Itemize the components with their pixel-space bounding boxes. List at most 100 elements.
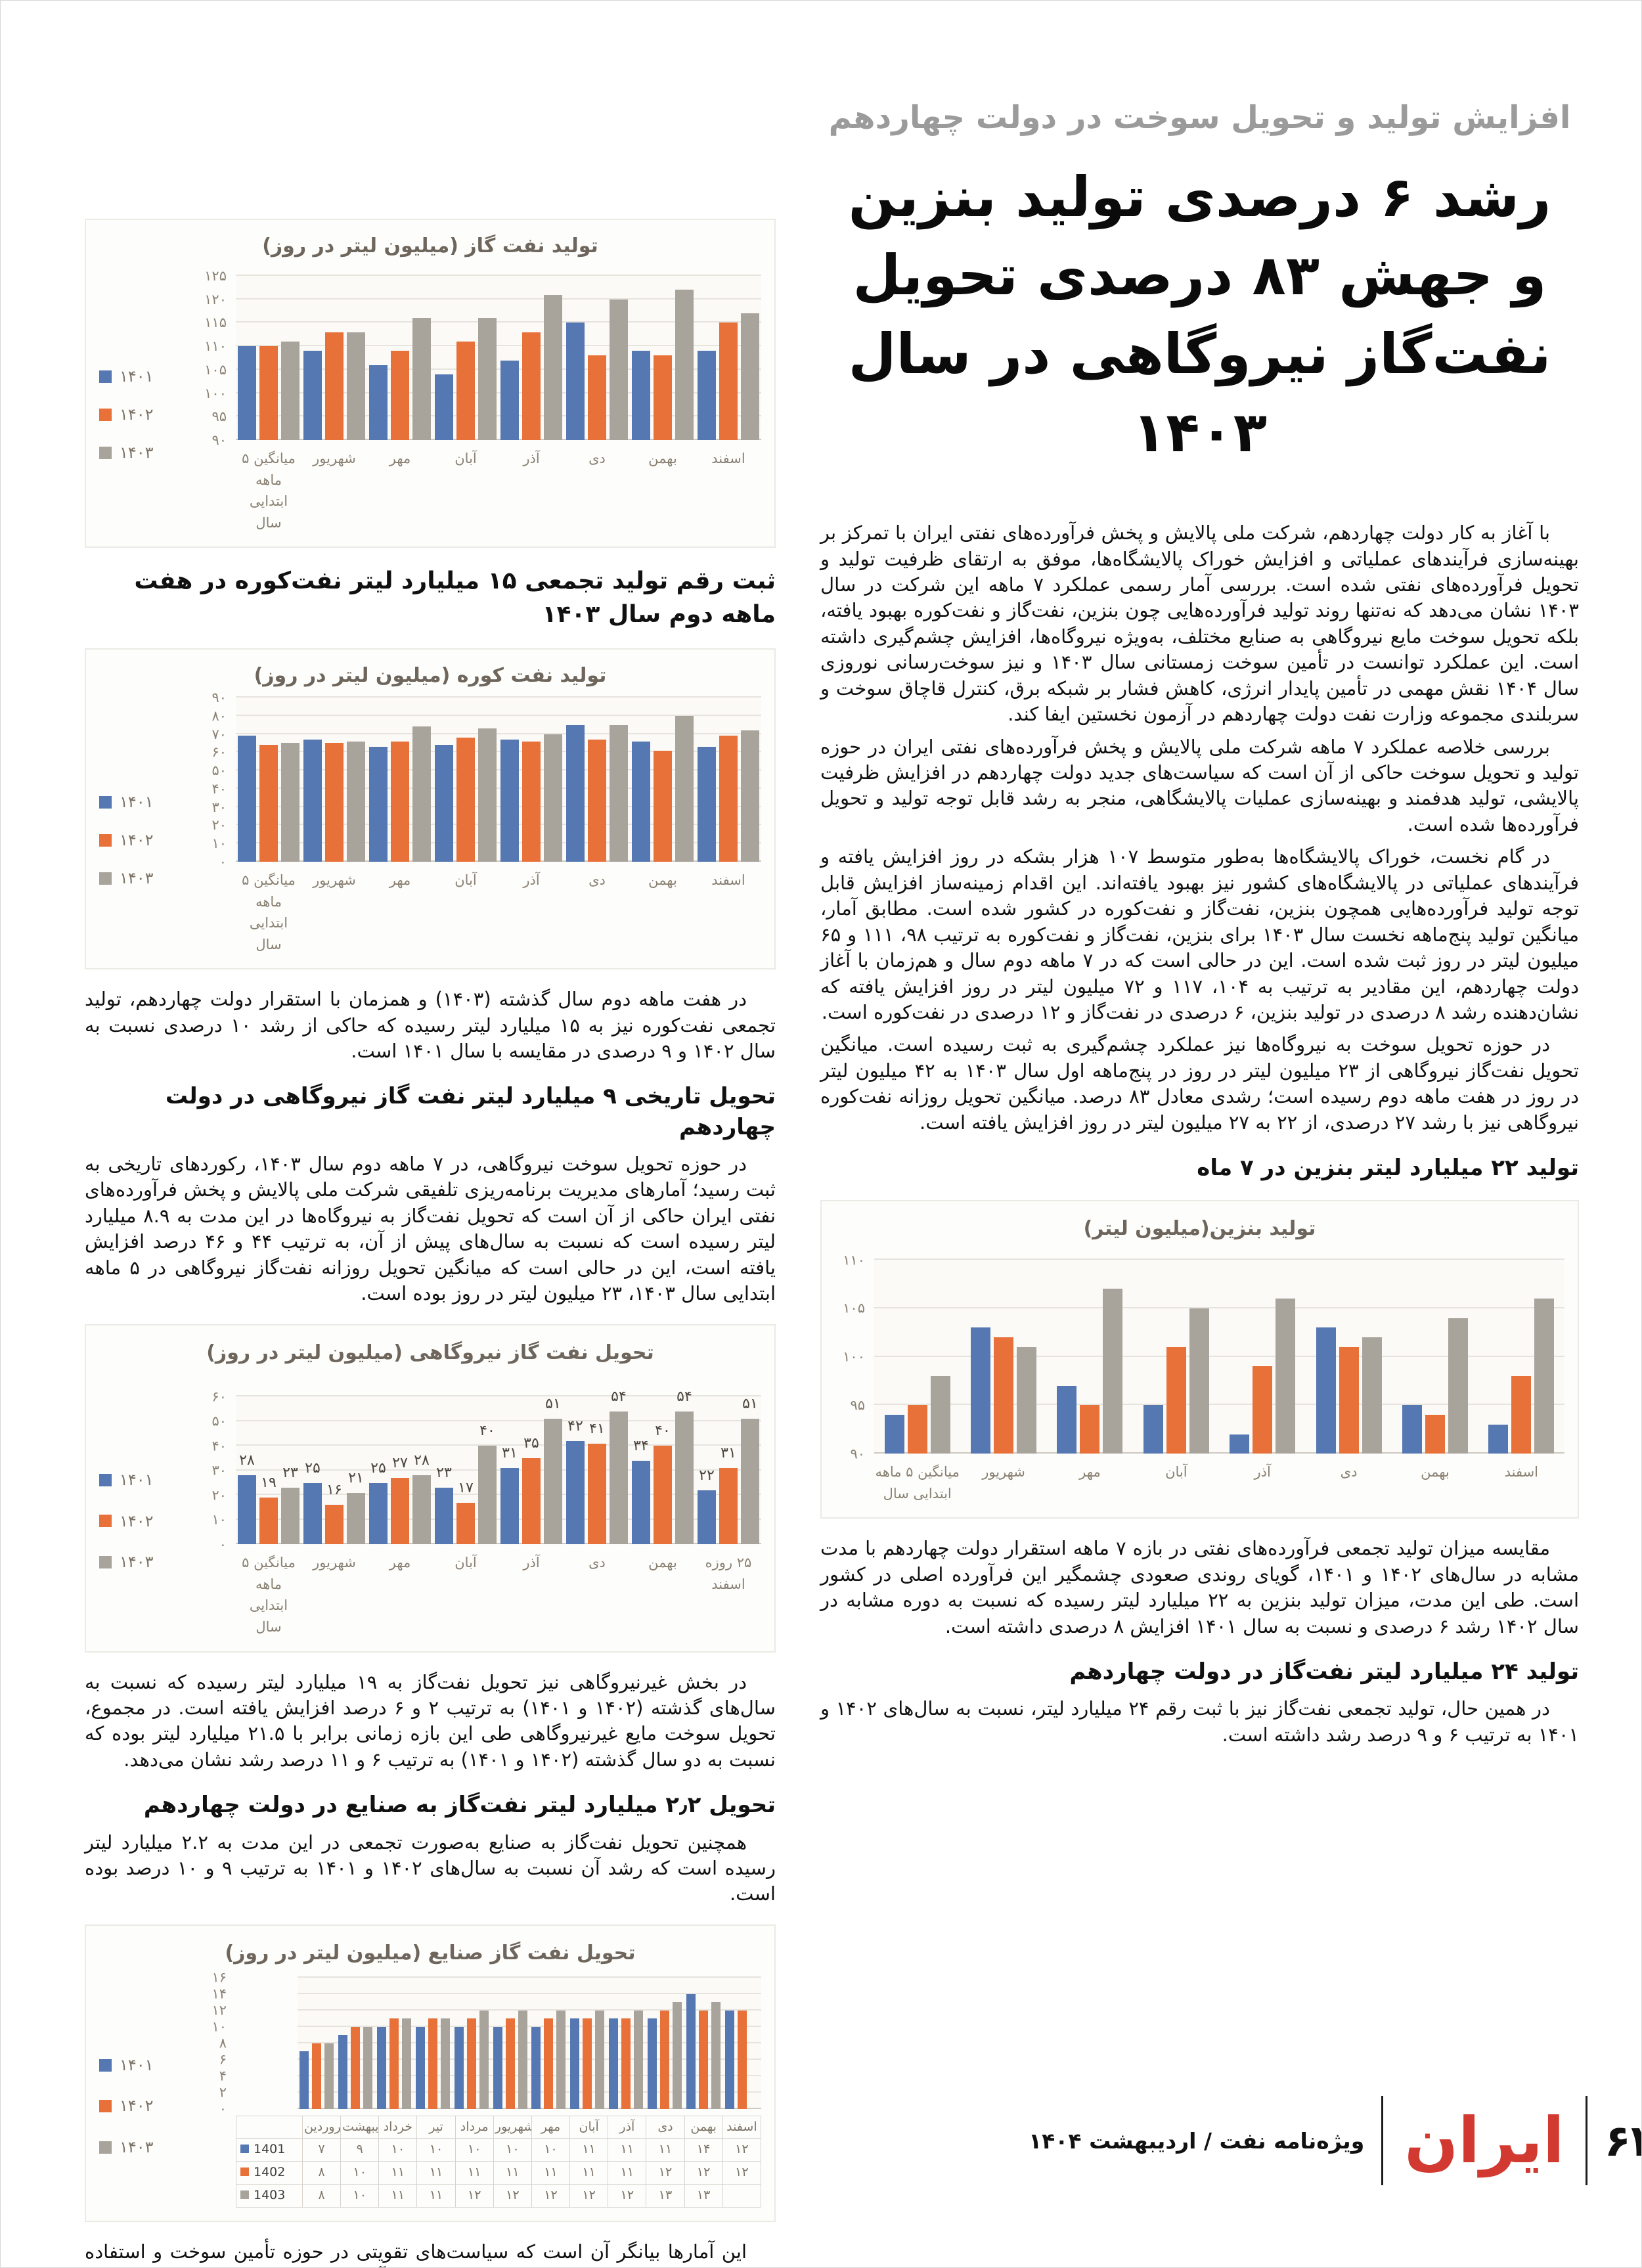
bar	[478, 318, 497, 440]
x-tick-label: آبان	[455, 872, 477, 888]
legend-label: ۱۴۰۲	[120, 405, 154, 424]
gridline	[874, 1258, 1564, 1260]
y-axis: ۹۰ ۹۵ ۱۰۰ ۱۰۵ ۱۱۰	[835, 1252, 874, 1461]
table-row: 1403 ۸ ۱۰ ۱۱ ۱۱ ۱۲ ۱۲ ۱۲ ۱۲ ۱۲ ۱۳ ۱۳	[236, 2184, 762, 2208]
headline-line-1: رشد ۶ درصدی تولید بنزین	[848, 165, 1551, 229]
bar-group	[236, 276, 301, 440]
table-row-label: 1403	[236, 2184, 303, 2208]
bar	[930, 1376, 950, 1454]
bar-group	[375, 1978, 414, 2109]
plot-area	[874, 1258, 1564, 1454]
bar-value-label: ۵۴	[611, 1388, 627, 1405]
legend-swatch-icon	[99, 834, 112, 847]
table-month-header: مرداد	[455, 2115, 494, 2139]
bar: ۴۲	[566, 1418, 585, 1545]
y-axis: ۹۰ ۹۵ ۱۰۰ ۱۰۵ ۱۱۰ ۱۱۵ ۱۲۰ ۱۲۵	[196, 268, 236, 448]
x-tick-label: شهریور	[982, 1464, 1025, 1480]
bar	[456, 342, 475, 440]
bar	[347, 741, 365, 862]
bar: ۱۷	[456, 1480, 475, 1545]
bar-group	[499, 276, 564, 440]
bar: ۲۵	[303, 1460, 322, 1545]
bar	[303, 351, 322, 440]
table-month-header: دی	[646, 2115, 685, 2139]
bar	[907, 1405, 927, 1454]
legend-item: ۱۴۰۱	[99, 367, 196, 386]
x-tick-label: آذر	[523, 872, 540, 888]
y-tick-label: ۱۱۰	[204, 338, 227, 355]
bar: ۲۸	[238, 1452, 256, 1545]
y-tick-label: ۰	[219, 2101, 227, 2117]
bar	[698, 2010, 708, 2109]
y-tick-label: ۱۱۰	[843, 1251, 865, 1268]
legend-swatch-icon	[99, 1473, 112, 1486]
x-tick-label: مهر	[389, 872, 411, 888]
bar-value-label: ۲۳	[436, 1465, 452, 1482]
paragraph: در بخش غیرنیروگاهی نیز تحویل نفت‌گاز به …	[85, 1670, 776, 1771]
bar	[377, 2026, 387, 2109]
bar	[1448, 1318, 1468, 1454]
iran-newspaper-logo: ایران	[1404, 2104, 1564, 2177]
bar	[531, 2026, 541, 2109]
bar-group	[298, 1978, 336, 2109]
y-tick-label: ۱۴	[211, 1986, 227, 2002]
gridline	[236, 1395, 761, 1397]
bar	[719, 736, 738, 862]
bar	[415, 2026, 425, 2109]
chart-legend: ۱۴۰۱ ۱۴۰۲ ۱۴۰۳	[99, 756, 196, 887]
legend-swatch-icon	[240, 2190, 249, 2200]
table-cell: ۱۰	[455, 2138, 494, 2162]
gridline	[236, 1543, 761, 1545]
table-cell	[722, 2184, 762, 2208]
footer-divider	[1585, 2096, 1587, 2185]
bar	[1402, 1405, 1422, 1454]
legend-swatch-icon	[240, 2145, 249, 2154]
gridline	[236, 787, 761, 789]
bar-group	[529, 1978, 568, 2109]
table-month-header: شهریور	[493, 2115, 532, 2139]
chart-title: تولید نفت کوره (میلیون لیتر در روز)	[254, 663, 607, 687]
bar	[389, 2018, 399, 2109]
bar: ۲۲	[698, 1467, 716, 1545]
bar: ۱۹	[259, 1475, 278, 1545]
table-cell: ۱۳	[684, 2184, 723, 2208]
bar	[1316, 1327, 1336, 1454]
chart-body: ۱۴۰۱ ۱۴۰۲ ۱۴۰۳ ۰ ۱۰ ۲۰ ۳۰ ۴۰ ۵۰ ۶۰ ۷۰ ۸۰ ۹۰ میانگین ۵…	[99, 688, 761, 955]
bar-value-label: ۲۸	[239, 1452, 255, 1469]
chart-title: تولید نفت گاز (میلیون لیتر در روز)	[262, 234, 598, 257]
y-tick-label: ۸۰	[211, 707, 227, 724]
paragraph: در گام نخست، خوراک پالایشگاه‌ها به‌طور م…	[820, 845, 1580, 1023]
gridline	[236, 1494, 761, 1496]
bar-value-label: ۴۰	[479, 1423, 495, 1440]
issue-title: ویژه‌نامه نفت / اردیبهشت ۱۴۰۴	[1029, 2127, 1365, 2154]
legend-swatch-icon	[99, 2058, 112, 2072]
y-tick-label: ۹۰	[211, 432, 227, 448]
subhead-industry-delivery: تحویل ۲٫۲ میلیارد لیتر نفت‌گاز به صنایع …	[143, 1792, 776, 1819]
x-tick-label: اسفند	[1504, 1464, 1539, 1480]
table-cell: ۱۰	[416, 2138, 456, 2162]
right-column-text: با آغاز به کار دولت چهاردهم، شرکت ملی پا…	[820, 520, 1579, 1748]
bar: ۴۱	[588, 1421, 606, 1545]
gridline	[874, 1355, 1564, 1357]
bar-group	[336, 1978, 375, 2109]
bar	[456, 738, 475, 862]
legend-item: ۱۴۰۳	[99, 443, 196, 462]
table-cell: ۱۲	[569, 2184, 609, 2208]
bar	[238, 736, 256, 862]
legend-swatch-icon	[99, 370, 112, 383]
x-tick-label: آبان	[455, 451, 477, 466]
chart-legend: ۱۴۰۱ ۱۴۰۲ ۱۴۰۳	[99, 2018, 196, 2158]
legend-item: ۱۴۰۲	[99, 831, 196, 849]
bar	[391, 741, 409, 862]
bar-group: ۲۲ ۳۱ ۵۱	[696, 1396, 761, 1545]
bar	[1080, 1405, 1100, 1454]
bar	[634, 2010, 644, 2109]
legend-swatch-icon	[99, 1515, 112, 1528]
bar	[884, 1415, 904, 1454]
bar	[435, 374, 453, 440]
bar	[1166, 1346, 1186, 1454]
gridline	[236, 805, 761, 807]
table-row: 1401 ۷ ۹ ۱۰ ۱۰ ۱۰ ۱۰ ۱۰ ۱۱ ۱۱ ۱۱ ۱۴ ۱۲	[236, 2138, 762, 2162]
bar: ۳۱	[719, 1445, 738, 1545]
bar: ۳۵	[522, 1435, 541, 1545]
